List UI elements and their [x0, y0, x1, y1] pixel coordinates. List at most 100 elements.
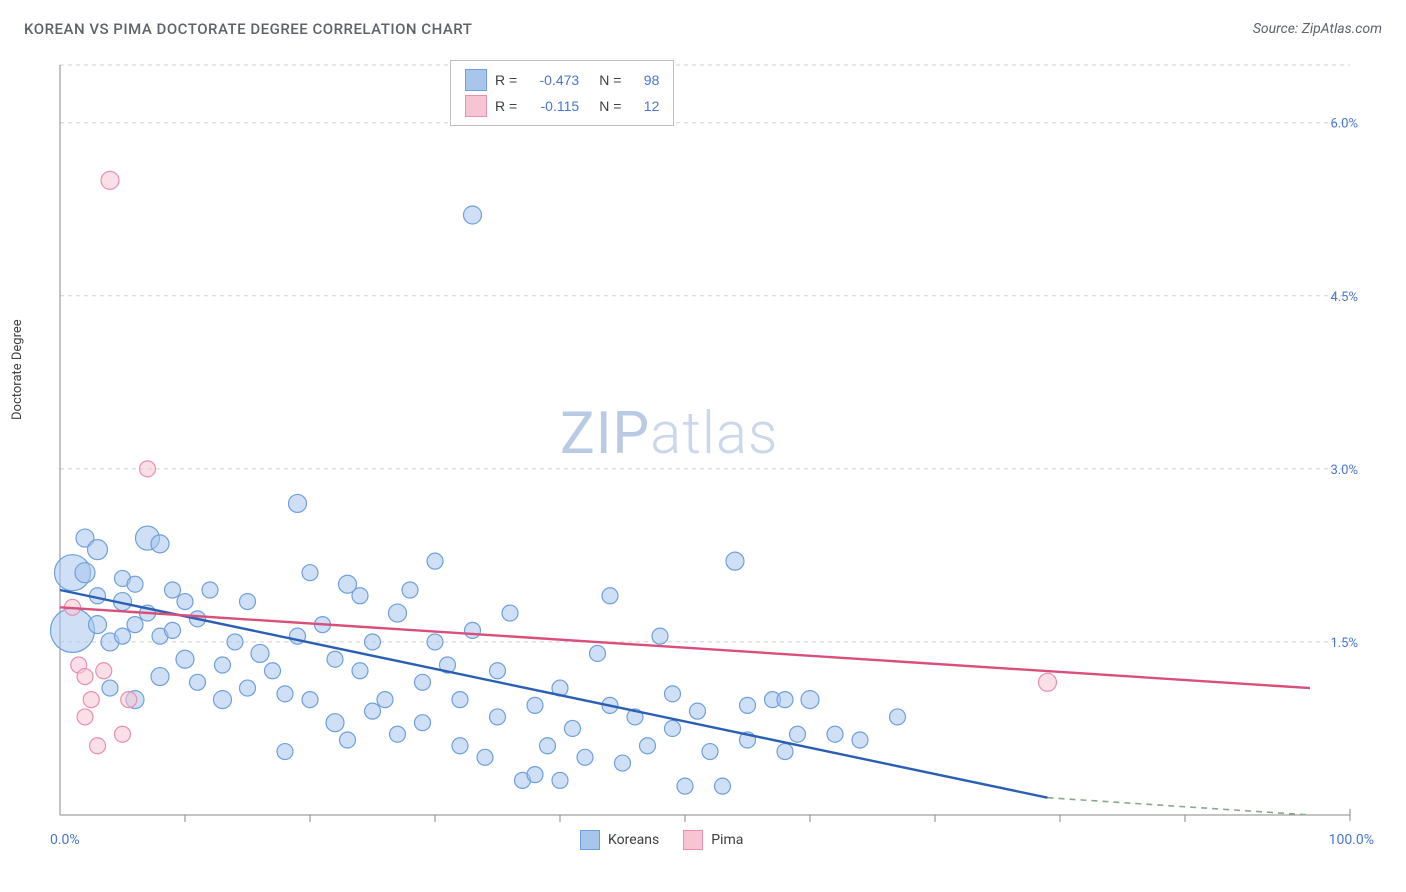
data-point: [427, 553, 443, 569]
scatter-chart: 1.5% 3.0% 4.5% 6.0%: [50, 55, 1360, 825]
data-point: [590, 645, 606, 661]
legend-swatch: [465, 95, 487, 117]
r-value: -0.115: [525, 98, 579, 114]
data-point: [490, 663, 506, 679]
data-point: [677, 778, 693, 794]
y-tick-label: 1.5%: [1330, 636, 1358, 651]
data-point: [115, 726, 131, 742]
data-point: [340, 732, 356, 748]
data-point: [240, 594, 256, 610]
data-point: [240, 680, 256, 696]
x-axis-max-label: 100.0%: [1329, 832, 1374, 848]
source-attribution: Source: ZipAtlas.com: [1253, 21, 1382, 37]
x-axis-min-label: 0.0%: [50, 832, 80, 848]
data-point: [202, 582, 218, 598]
data-point: [89, 616, 107, 634]
data-point: [577, 749, 593, 765]
legend-label: Pima: [711, 832, 743, 848]
trend-line: [60, 607, 1310, 688]
data-point: [176, 650, 194, 668]
data-point: [777, 744, 793, 760]
data-point: [389, 604, 407, 622]
data-point: [115, 628, 131, 644]
plot-svg: 1.5% 3.0% 4.5% 6.0%: [50, 55, 1360, 825]
data-point: [552, 772, 568, 788]
data-point: [390, 726, 406, 742]
data-point: [251, 644, 269, 662]
data-point: [790, 726, 806, 742]
data-point: [827, 726, 843, 742]
legend-swatch: [580, 830, 600, 850]
data-point: [140, 461, 156, 477]
legend-item: Pima: [683, 830, 743, 850]
y-tick-label: 6.0%: [1330, 117, 1358, 132]
data-point: [801, 691, 819, 709]
r-value: -0.473: [525, 72, 579, 88]
data-point: [490, 709, 506, 725]
data-point: [90, 738, 106, 754]
data-point: [165, 582, 181, 598]
data-point: [452, 738, 468, 754]
trend-line-extrapolated: [1048, 798, 1311, 815]
data-point: [777, 692, 793, 708]
data-point: [465, 622, 481, 638]
data-point: [365, 703, 381, 719]
legend-label: Koreans: [608, 832, 659, 848]
data-point: [88, 540, 108, 560]
data-point: [75, 563, 95, 583]
r-label: R =: [495, 72, 517, 88]
data-point: [702, 744, 718, 760]
data-point: [890, 709, 906, 725]
y-tick-label: 4.5%: [1330, 290, 1358, 305]
data-point: [415, 674, 431, 690]
chart-title: KOREAN VS PIMA DOCTORATE DEGREE CORRELAT…: [24, 20, 472, 38]
data-point: [602, 588, 618, 604]
data-point: [151, 668, 169, 686]
data-point: [527, 767, 543, 783]
data-point: [277, 744, 293, 760]
data-point: [151, 535, 169, 553]
y-tick-label: 3.0%: [1330, 463, 1358, 478]
n-value: 98: [629, 72, 659, 88]
data-point: [177, 594, 193, 610]
data-point: [77, 669, 93, 685]
n-label: N =: [599, 98, 621, 114]
data-point: [165, 622, 181, 638]
data-point: [665, 686, 681, 702]
data-point: [352, 588, 368, 604]
legend-swatch: [465, 69, 487, 91]
data-point: [502, 605, 518, 621]
data-point: [302, 692, 318, 708]
data-point: [102, 680, 118, 696]
data-point: [477, 749, 493, 765]
data-point: [277, 686, 293, 702]
trend-line: [60, 590, 1048, 798]
stats-legend-row: R =-0.115N =12: [465, 93, 659, 119]
y-axis-label: Doctorate Degree: [10, 319, 25, 420]
stats-legend: R =-0.473N =98R =-0.115N =12: [450, 60, 674, 126]
data-point: [127, 576, 143, 592]
data-point: [121, 692, 137, 708]
data-point: [326, 714, 344, 732]
data-point: [615, 755, 631, 771]
data-point: [265, 663, 281, 679]
data-point: [690, 703, 706, 719]
data-point: [365, 634, 381, 650]
data-point: [427, 634, 443, 650]
legend-swatch: [683, 830, 703, 850]
data-point: [96, 663, 112, 679]
data-point: [327, 651, 343, 667]
series-legend: Koreans Pima: [580, 830, 743, 850]
data-point: [352, 663, 368, 679]
data-point: [302, 565, 318, 581]
data-point: [214, 691, 232, 709]
data-point: [715, 778, 731, 794]
data-point: [565, 720, 581, 736]
data-point: [740, 697, 756, 713]
data-point: [852, 732, 868, 748]
data-point: [452, 692, 468, 708]
data-point: [665, 720, 681, 736]
data-point: [527, 697, 543, 713]
data-point: [289, 494, 307, 512]
data-point: [1039, 673, 1057, 691]
